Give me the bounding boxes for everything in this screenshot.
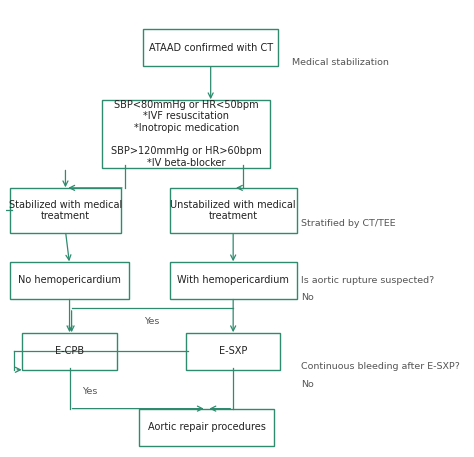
Text: Unstabilized with medical
treatment: Unstabilized with medical treatment bbox=[170, 200, 296, 221]
Text: ATAAD confirmed with CT: ATAAD confirmed with CT bbox=[149, 43, 273, 53]
Text: Stabilized with medical
treatment: Stabilized with medical treatment bbox=[9, 200, 122, 221]
Text: Is aortic rupture suspected?: Is aortic rupture suspected? bbox=[301, 276, 434, 285]
FancyBboxPatch shape bbox=[139, 409, 274, 446]
FancyBboxPatch shape bbox=[143, 29, 278, 66]
FancyBboxPatch shape bbox=[10, 262, 129, 299]
Text: Yes: Yes bbox=[144, 317, 159, 325]
FancyBboxPatch shape bbox=[10, 188, 121, 233]
Text: Medical stabilization: Medical stabilization bbox=[292, 58, 389, 67]
Text: Aortic repair procedures: Aortic repair procedures bbox=[147, 422, 265, 432]
FancyBboxPatch shape bbox=[22, 333, 117, 370]
FancyBboxPatch shape bbox=[186, 333, 280, 370]
Text: Yes: Yes bbox=[82, 388, 98, 396]
Text: With hemopericardium: With hemopericardium bbox=[177, 276, 289, 286]
FancyBboxPatch shape bbox=[170, 262, 297, 299]
Text: E-SXP: E-SXP bbox=[219, 346, 247, 356]
FancyBboxPatch shape bbox=[102, 100, 270, 168]
Text: Continuous bleeding after E-SXP?: Continuous bleeding after E-SXP? bbox=[301, 361, 459, 371]
Text: No hemopericardium: No hemopericardium bbox=[18, 276, 121, 286]
Text: SBP<80mmHg or HR<50bpm
*IVF resuscitation
*Inotropic medication

SBP>120mmHg or : SBP<80mmHg or HR<50bpm *IVF resuscitatio… bbox=[111, 100, 262, 168]
Text: No: No bbox=[301, 380, 313, 389]
Text: No: No bbox=[301, 293, 313, 302]
Text: E-CPB: E-CPB bbox=[55, 346, 84, 356]
FancyBboxPatch shape bbox=[170, 188, 297, 233]
Text: Stratified by CT/TEE: Stratified by CT/TEE bbox=[301, 219, 395, 228]
